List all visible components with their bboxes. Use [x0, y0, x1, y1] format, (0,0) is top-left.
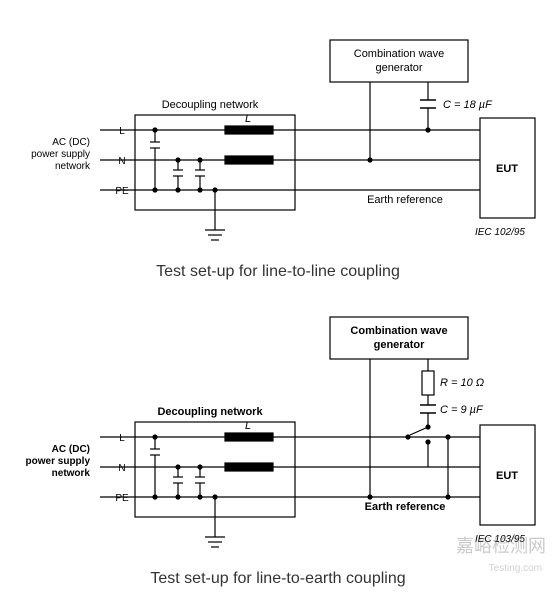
switch-arm: [410, 427, 428, 435]
line-PE-lbl-2: PE: [115, 493, 129, 504]
iec-label-2: IEC 103/95: [475, 534, 525, 545]
line-L-lbl-2: L: [119, 433, 125, 444]
caption-2: Test set-up for line-to-earth coupling: [0, 570, 556, 588]
decoupling-label-2: Decoupling network: [157, 406, 263, 418]
earth-ref-label: Earth reference: [367, 194, 443, 206]
supply-1: AC (DC): [52, 137, 90, 148]
watermark-sub: Testing.com: [489, 563, 542, 574]
node-L: [426, 128, 430, 132]
decoupling-cap-N1-2: [173, 465, 183, 499]
supply-2: power supply: [31, 149, 90, 160]
caption-1: Test set-up for line-to-line coupling: [0, 263, 556, 281]
supply-1b: AC (DC): [52, 444, 90, 455]
decoupling-cap-N2: [195, 158, 205, 192]
diagram-line-to-earth: Combination wave generator R = 10 Ω C = …: [0, 297, 556, 588]
inductor-L: [225, 126, 273, 134]
supply-3: network: [55, 161, 91, 172]
decoupling-cap-N1: [173, 158, 183, 192]
eut-label-2: EUT: [496, 470, 518, 482]
generator-label-2: generator: [375, 62, 422, 74]
line-PE-lbl: PE: [115, 186, 129, 197]
resistor: [422, 371, 434, 395]
generator-label-2b: generator: [374, 339, 425, 351]
inductor-label: L: [245, 113, 251, 125]
node-N: [368, 158, 372, 162]
inductor-label-2: L: [245, 420, 251, 432]
decoupling-cap-N2-2: [195, 465, 205, 499]
inductor-N: [225, 156, 273, 164]
r-label: R = 10 Ω: [440, 377, 484, 389]
cap-label: C = 18 µF: [443, 99, 493, 111]
line-N-lbl-2: N: [118, 463, 125, 474]
iec-label: IEC 102/95: [475, 227, 525, 238]
supply-3b: network: [52, 468, 91, 479]
earth-ref-label-2: Earth reference: [365, 501, 446, 513]
generator-label-1b: Combination wave: [350, 325, 447, 337]
inductor-N-2: [225, 463, 273, 471]
eut-label: EUT: [496, 163, 518, 175]
supply-2b: power supply: [26, 456, 91, 467]
generator-label-1: Combination wave: [354, 48, 445, 60]
decoupling-label: Decoupling network: [162, 99, 259, 111]
line-N-lbl: N: [118, 156, 125, 167]
node-PE-2: [368, 495, 372, 499]
inductor-L-2: [225, 433, 273, 441]
line-L-lbl: L: [119, 126, 125, 137]
generator-box: [330, 40, 468, 82]
diagram-line-to-line: Combination wave generator C = 18 µF Dec…: [0, 0, 556, 281]
generator-box-2: [330, 317, 468, 359]
cap-label-2: C = 9 µF: [440, 404, 484, 416]
